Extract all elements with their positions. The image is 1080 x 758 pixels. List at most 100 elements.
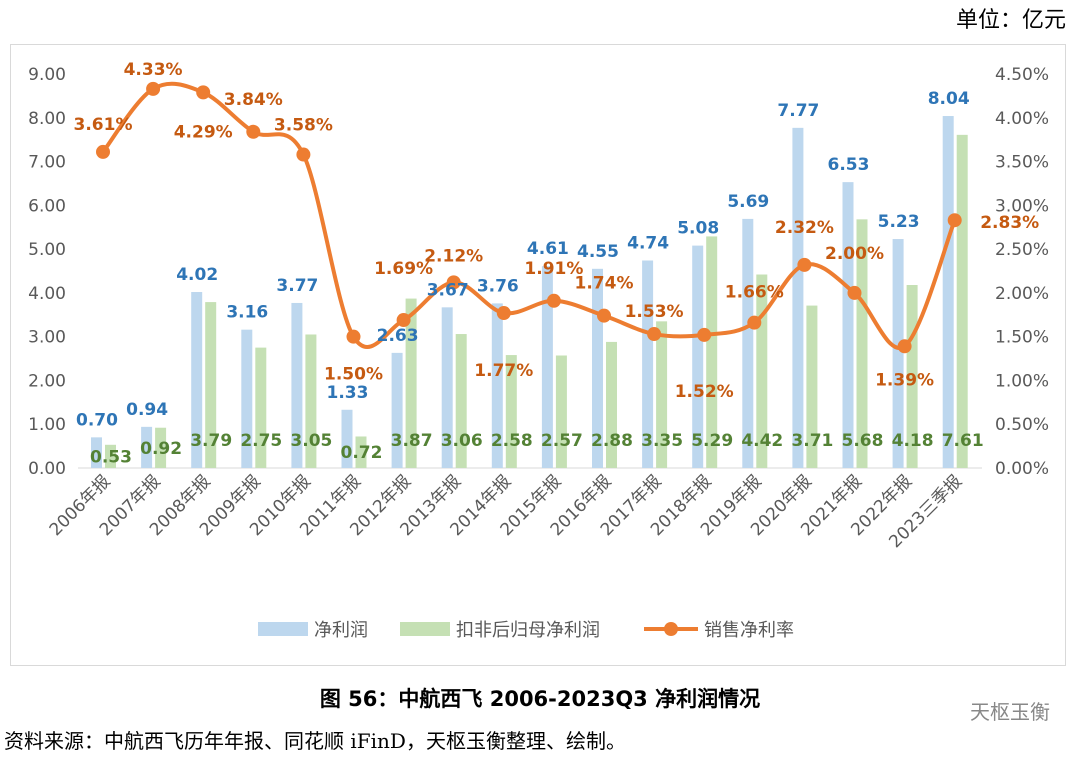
bar-net-profit [742,218,754,468]
y-right-tick: 0.00% [995,459,1049,479]
bar-label-adjusted: 5.29 [691,431,733,451]
legend-label-adjusted: 扣非后归母净利润 [456,620,600,641]
bar-label-adjusted: 3.79 [190,431,232,451]
line-label: 3.58% [274,116,333,136]
bar-label-net-profit: 5.69 [727,192,769,212]
bar-label-net-profit: 7.77 [777,101,819,121]
y-left-tick: 2.00 [28,371,66,391]
bar-label-net-profit: 5.08 [677,219,719,239]
bar-net-profit [491,303,503,468]
line-label: 2.32% [775,218,834,238]
line-point [196,85,211,100]
bar-label-net-profit: 4.61 [527,239,569,259]
source-note: 资料来源：中航西飞历年年报、同花顺 iFinD，天枢玉衡整理、绘制。 [4,729,626,753]
bar-adjusted-profit [706,236,718,468]
line-label: 1.77% [474,361,533,381]
bar-label-net-profit: 3.76 [477,276,519,296]
bar-adjusted-profit [806,305,818,468]
line-point [246,124,261,139]
line-label: 1.53% [625,302,684,322]
y-right-tick: 4.00% [995,109,1049,129]
line-point [947,213,962,228]
legend-swatch-adjusted [400,622,450,636]
line-label: 1.74% [575,274,634,294]
bar-label-net-profit: 4.74 [627,233,669,253]
line-point [496,306,511,321]
legend-swatch-net-profit [258,622,308,636]
line-label: 1.52% [675,382,734,402]
bar-net-profit [842,182,854,468]
bar-label-net-profit: 3.67 [427,280,469,300]
chart: 0.00 1.00 2.00 3.00 4.00 5.00 6.00 7.00 8.00 9.00… [28,60,1049,641]
unit-label: 单位：亿元 [955,8,1066,33]
legend-marker-margin [664,622,678,636]
y-left-tick: 7.00 [28,153,66,173]
bar-label-adjusted: 7.61 [942,431,984,451]
bar-adjusted-profit [255,347,267,468]
bar-net-profit [892,239,904,468]
bar-net-profit [341,409,353,468]
y-right-tick: 0.50% [995,415,1049,435]
line-label: 1.66% [725,283,784,303]
line-point [396,313,411,328]
bar-adjusted-profit [656,321,668,468]
bar-net-profit [391,352,403,468]
bar-net-profit [91,437,102,468]
line-point [546,293,561,308]
y-left-tick: 9.00 [28,65,66,85]
bar-label-adjusted: 2.58 [491,431,533,451]
line-point [346,329,361,344]
y-right-tick: 2.00% [995,284,1049,304]
line-label: 1.39% [875,370,934,390]
bar-net-profit [692,245,704,468]
bar-net-profit [141,426,153,468]
bar-label-adjusted: 4.18 [892,431,934,451]
line-label: 1.50% [324,365,383,385]
bar-net-profit [642,260,654,468]
bar-label-adjusted: 5.68 [842,431,884,451]
bar-label-net-profit: 0.94 [126,400,168,420]
bar-label-net-profit: 4.55 [577,242,619,262]
bar-label-adjusted: 3.35 [641,431,683,451]
bar-label-net-profit: 8.04 [928,89,970,109]
bar-net-profit [191,292,203,468]
line-point [847,285,862,300]
bar-adjusted-profit [906,285,918,468]
bar-label-adjusted: 2.57 [541,431,583,451]
y-left-tick: 0.00 [28,459,66,479]
line-label: 2.00% [825,244,884,264]
y-left-tick: 3.00 [28,328,66,348]
bar-label-net-profit: 4.02 [176,265,218,285]
line-label: 1.91% [524,259,583,279]
bar-label-net-profit: 1.33 [327,383,369,403]
bar-net-profit [942,116,954,468]
y-left-tick: 1.00 [28,415,66,435]
bar-adjusted-profit [606,341,617,468]
bar-label-net-profit: 6.53 [828,155,870,175]
bar-net-profit [592,268,603,468]
line-point [697,327,712,342]
line-label: 3.61% [74,115,133,135]
line-label: 4.33% [124,60,183,80]
bar-net-profit [541,266,553,468]
watermark: 天枢玉衡 [970,700,1050,724]
bar-adjusted-profit [105,444,116,468]
bar-adjusted-profit [756,274,768,468]
bar-label-adjusted: 0.53 [90,447,132,467]
y-right-tick: 1.00% [995,371,1049,391]
chart-frame [10,44,1066,666]
bar-adjusted-profit [856,219,868,468]
legend-label-net-profit: 净利润 [314,620,368,641]
bar-net-profit [241,329,253,468]
bar-adjusted-profit [405,298,417,468]
line-point [647,327,662,342]
bar-adjusted-profit [956,134,968,468]
line-label: 2.83% [980,213,1039,233]
line-point [296,147,311,162]
bar-label-adjusted: 0.92 [140,439,182,459]
y-right-tick: 1.50% [995,328,1049,348]
bar-adjusted-profit [455,334,467,468]
bar-adjusted-profit [155,427,167,468]
bar-label-adjusted: 0.72 [341,443,383,463]
bar-adjusted-profit [205,302,217,468]
